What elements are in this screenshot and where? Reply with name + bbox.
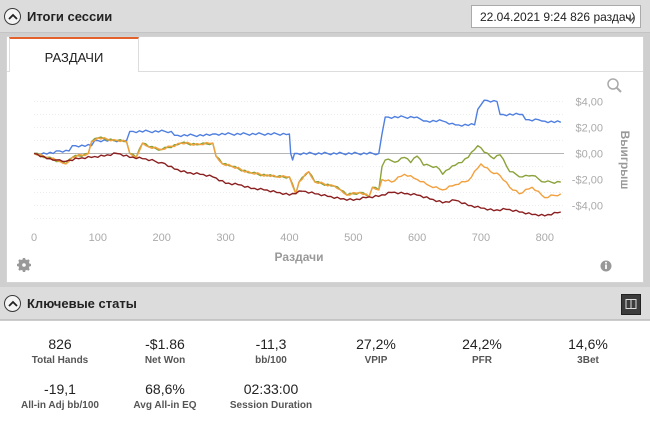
chevron-up-icon [7, 13, 18, 20]
stat-vpip: 27,2% VPIP [356, 336, 396, 366]
stat-bb100: -11,3 bb/100 [255, 336, 287, 366]
stat-pfr: 24,2% PFR [462, 336, 502, 366]
chevron-up-icon [7, 300, 18, 307]
x-tick-label: 0 [31, 232, 37, 244]
stat-3bet: 14,6% 3Bet [568, 336, 608, 366]
collapse-key-stats-button[interactable] [4, 295, 21, 312]
stat-net-won: -$1.86 Net Won [144, 336, 186, 366]
stat-session-duration: 02:33:00 Session Duration [229, 381, 313, 411]
x-tick-label: 300 [216, 232, 234, 244]
winnings-chart: 0 100 200 300 400 500 600 700 800 $4,00 $2,00 $0,0… [17, 78, 632, 272]
layout-columns-icon[interactable] [621, 294, 641, 315]
stat-total-hands: 826 Total Hands [31, 336, 89, 366]
collapse-session-button[interactable] [4, 8, 21, 25]
chart-panel: РАЗДАЧИ 0 100 200 300 400 500 600 700 800 $4,00 $… [6, 36, 644, 283]
y-tick-label: $4,00 [575, 97, 603, 109]
gear-icon[interactable] [17, 258, 31, 272]
chevron-down-icon [626, 11, 635, 25]
y-axis-label: Выигрыш [618, 131, 632, 190]
tab-divider [7, 71, 643, 72]
series-line-3 [33, 152, 561, 217]
x-axis-label: Раздачи [275, 250, 324, 264]
tab-hands[interactable]: РАЗДАЧИ [9, 37, 139, 71]
y-tick-label: -$4,00 [572, 201, 603, 213]
session-select[interactable]: 22.04.2021 9:24 826 раздач) [471, 5, 641, 28]
stat-allin-adj-bb100: -19,1 All-in Adj bb/100 [21, 381, 99, 411]
magnifier-icon[interactable] [607, 78, 622, 93]
info-icon[interactable] [600, 260, 612, 272]
stat-avg-allin-eq: 68,6% Avg All-in EQ [133, 381, 197, 411]
y-tick-label: -$2,00 [572, 175, 603, 187]
session-select-value: 22.04.2021 9:24 826 раздач) [480, 10, 636, 24]
x-tick-label: 500 [344, 232, 362, 244]
x-tick-label: 800 [536, 232, 554, 244]
series-line-0 [34, 99, 562, 161]
key-stats-panel: 826 Total Hands -$1.86 Net Won -11,3 bb/… [0, 320, 650, 425]
series-line-2 [33, 136, 562, 199]
session-summary-header: Итоги сессии 22.04.2021 9:24 826 раздач) [0, 0, 650, 33]
x-tick-label: 400 [280, 232, 298, 244]
x-tick-label: 200 [153, 232, 171, 244]
x-tick-label: 700 [472, 232, 490, 244]
y-tick-label: $0,00 [575, 149, 603, 161]
key-stats-header: Ключевые статы [0, 287, 650, 320]
x-tick-label: 600 [408, 232, 426, 244]
key-stats-title: Ключевые статы [27, 296, 137, 311]
y-tick-label: $2,00 [575, 123, 603, 135]
x-tick-label: 100 [89, 232, 107, 244]
session-summary-title: Итоги сессии [27, 9, 113, 24]
